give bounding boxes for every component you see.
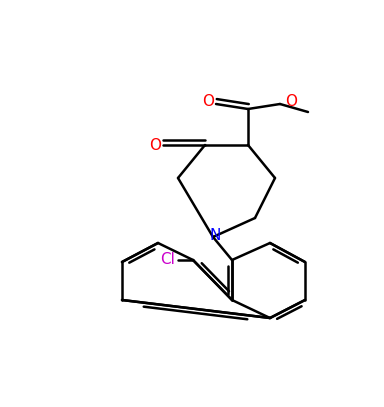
Text: O: O [202, 94, 214, 109]
Text: Cl: Cl [161, 252, 175, 267]
Text: O: O [149, 138, 161, 153]
Text: N: N [209, 228, 221, 243]
Text: O: O [285, 94, 297, 109]
